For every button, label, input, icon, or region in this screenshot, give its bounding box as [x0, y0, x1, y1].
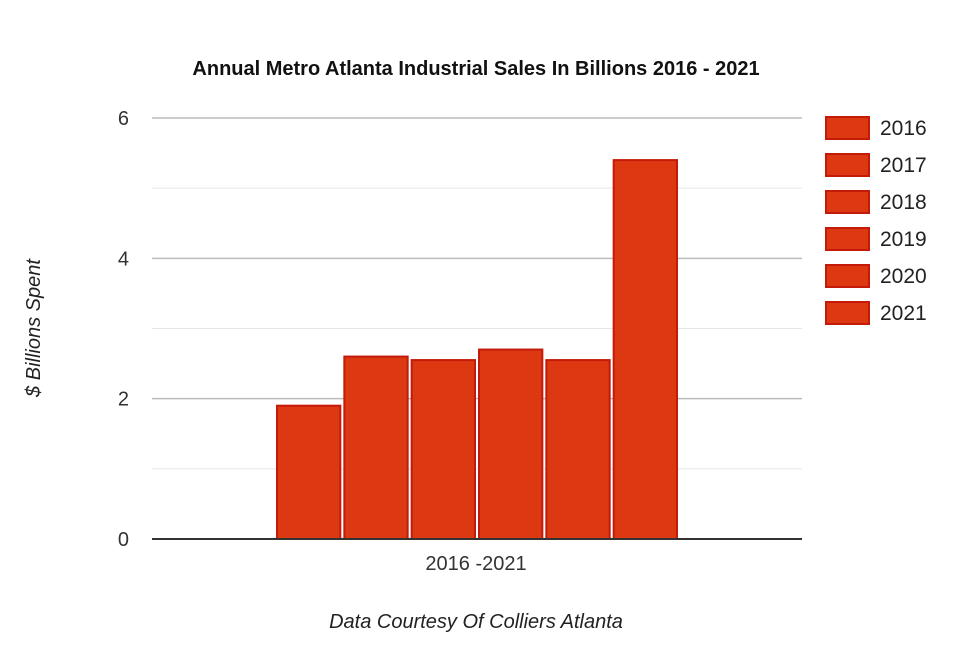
- legend-label-2021: 2021: [880, 302, 927, 325]
- legend-swatch-2018: [825, 190, 870, 214]
- legend-label-2020: 2020: [880, 265, 927, 288]
- y-tick-label: 6: [118, 108, 129, 130]
- x-category-label: 2016 -2021: [425, 553, 526, 575]
- legend-swatch-2021: [825, 301, 870, 325]
- bar-2017: [343, 355, 409, 541]
- y-tick-label: 4: [118, 248, 129, 270]
- legend-label-2016: 2016: [880, 117, 927, 140]
- bar-2021: [612, 159, 679, 540]
- legend-label-2019: 2019: [880, 228, 927, 251]
- bar-2020: [545, 359, 611, 541]
- legend-swatch-2019: [825, 227, 870, 251]
- legend-swatch-2016: [825, 116, 870, 140]
- y-tick-label: 2: [118, 389, 129, 411]
- bar-2016: [276, 404, 342, 540]
- legend-swatch-2020: [825, 264, 870, 288]
- grid-lines: [152, 117, 802, 470]
- legend: 2016 2017 2018 2019 2020 2021: [825, 116, 927, 325]
- legend-label-2017: 2017: [880, 154, 927, 177]
- x-axis-label: Data Courtesy Of Colliers Atlanta: [329, 611, 623, 633]
- bar-2018: [410, 359, 476, 541]
- legend-label-2018: 2018: [880, 191, 927, 214]
- y-tick-label: 0: [118, 529, 129, 551]
- chart-title: Annual Metro Atlanta Industrial Sales In…: [192, 58, 759, 80]
- y-axis-ticks: 0 2 4 6: [118, 108, 129, 551]
- bar-2019: [478, 348, 544, 540]
- legend-swatch-2017: [825, 153, 870, 177]
- bars: [276, 159, 679, 541]
- y-axis-label: $ Billions Spent: [23, 258, 45, 398]
